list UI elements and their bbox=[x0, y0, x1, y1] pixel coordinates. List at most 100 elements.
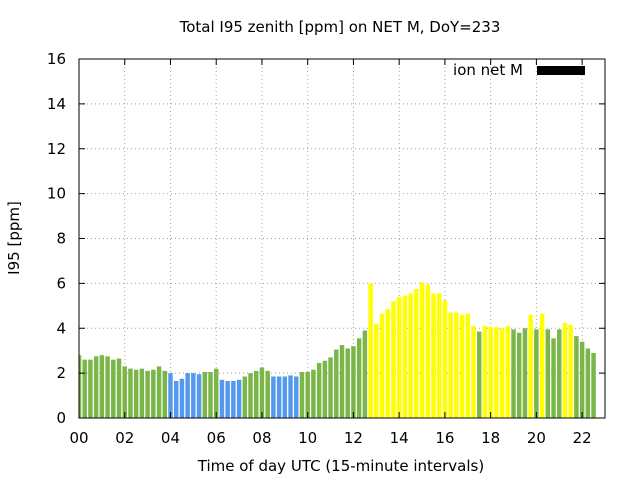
bar bbox=[591, 352, 596, 418]
bar bbox=[505, 326, 511, 418]
bar bbox=[202, 372, 208, 418]
bar bbox=[459, 314, 465, 418]
bar bbox=[368, 283, 373, 418]
bar bbox=[236, 379, 242, 418]
bar bbox=[99, 355, 105, 418]
y-tick-label: 14 bbox=[47, 95, 66, 113]
y-tick-label: 4 bbox=[56, 319, 66, 337]
bar bbox=[334, 349, 339, 418]
bar bbox=[162, 370, 167, 418]
bar bbox=[522, 328, 528, 418]
bar bbox=[208, 372, 213, 418]
bar bbox=[242, 376, 248, 418]
bar bbox=[585, 348, 591, 418]
chart-title: Total I95 zenith [ppm] on NET M, DoY=233 bbox=[179, 18, 501, 36]
bar bbox=[534, 329, 539, 418]
bar bbox=[374, 323, 379, 418]
bar bbox=[562, 322, 568, 418]
x-axis-label: Time of day UTC (15-minute intervals) bbox=[197, 457, 484, 475]
x-tick-label: 10 bbox=[298, 429, 317, 447]
bar bbox=[79, 355, 82, 418]
bar bbox=[225, 380, 230, 418]
y-tick-label: 2 bbox=[56, 364, 66, 382]
legend: ion net M bbox=[453, 61, 585, 79]
bar bbox=[116, 358, 122, 418]
bar bbox=[288, 375, 293, 418]
bar bbox=[173, 380, 179, 418]
bar bbox=[494, 327, 499, 418]
bar bbox=[88, 359, 93, 418]
bar bbox=[156, 366, 162, 418]
bar bbox=[482, 326, 488, 418]
bar bbox=[276, 376, 282, 418]
x-tick-label: 08 bbox=[252, 429, 271, 447]
bar bbox=[311, 369, 316, 418]
bar bbox=[133, 369, 139, 418]
bar bbox=[105, 356, 110, 418]
x-tick-label: 18 bbox=[481, 429, 500, 447]
bar bbox=[545, 329, 551, 418]
bar bbox=[168, 373, 173, 418]
bar bbox=[465, 313, 471, 418]
y-tick-label: 8 bbox=[56, 230, 66, 248]
bar bbox=[436, 293, 442, 418]
bar bbox=[93, 356, 99, 418]
legend-label: ion net M bbox=[453, 61, 523, 79]
bar bbox=[454, 312, 459, 418]
bar bbox=[179, 378, 185, 418]
bar bbox=[282, 376, 288, 418]
bar bbox=[419, 282, 425, 418]
bar bbox=[185, 373, 190, 418]
bar bbox=[322, 360, 328, 418]
bar bbox=[379, 313, 385, 418]
bar bbox=[316, 363, 322, 418]
bar bbox=[557, 329, 562, 418]
bar bbox=[431, 293, 436, 418]
bar bbox=[396, 296, 402, 418]
bar bbox=[339, 345, 345, 418]
bar bbox=[299, 372, 305, 418]
bar bbox=[579, 341, 585, 418]
y-tick-label: 16 bbox=[47, 50, 66, 68]
bar bbox=[82, 359, 87, 418]
x-tick-label: 20 bbox=[527, 429, 546, 447]
bar bbox=[442, 300, 448, 418]
bar bbox=[196, 374, 202, 418]
bar bbox=[122, 366, 127, 418]
bar bbox=[128, 368, 133, 418]
bar bbox=[448, 312, 453, 418]
bar bbox=[213, 368, 219, 418]
bar bbox=[265, 370, 270, 418]
y-tick-label: 12 bbox=[47, 140, 66, 158]
bar bbox=[408, 293, 413, 418]
x-tick-label: 16 bbox=[435, 429, 454, 447]
bar bbox=[528, 314, 533, 418]
x-tick-label: 04 bbox=[161, 429, 180, 447]
bar bbox=[476, 331, 482, 418]
y-tick-label: 0 bbox=[56, 409, 66, 427]
bar bbox=[362, 330, 368, 418]
x-tick-label: 14 bbox=[390, 429, 409, 447]
bar bbox=[345, 348, 350, 418]
bar bbox=[414, 288, 419, 418]
bar bbox=[539, 313, 545, 418]
bar bbox=[151, 369, 156, 418]
y-tick-label: 6 bbox=[56, 274, 66, 292]
bar bbox=[568, 324, 573, 418]
y-axis-label: I95 [ppm] bbox=[5, 201, 23, 275]
x-tick-label: 22 bbox=[573, 429, 592, 447]
bar bbox=[328, 357, 333, 418]
bar bbox=[254, 370, 259, 418]
bar bbox=[248, 373, 253, 418]
x-tick-label: 06 bbox=[207, 429, 226, 447]
bar bbox=[402, 295, 408, 418]
x-tick-label: 00 bbox=[69, 429, 88, 447]
bar bbox=[511, 329, 516, 418]
bar bbox=[488, 327, 493, 418]
bar bbox=[425, 284, 430, 418]
bar bbox=[139, 368, 145, 418]
bar bbox=[294, 376, 299, 418]
bar bbox=[391, 301, 396, 418]
